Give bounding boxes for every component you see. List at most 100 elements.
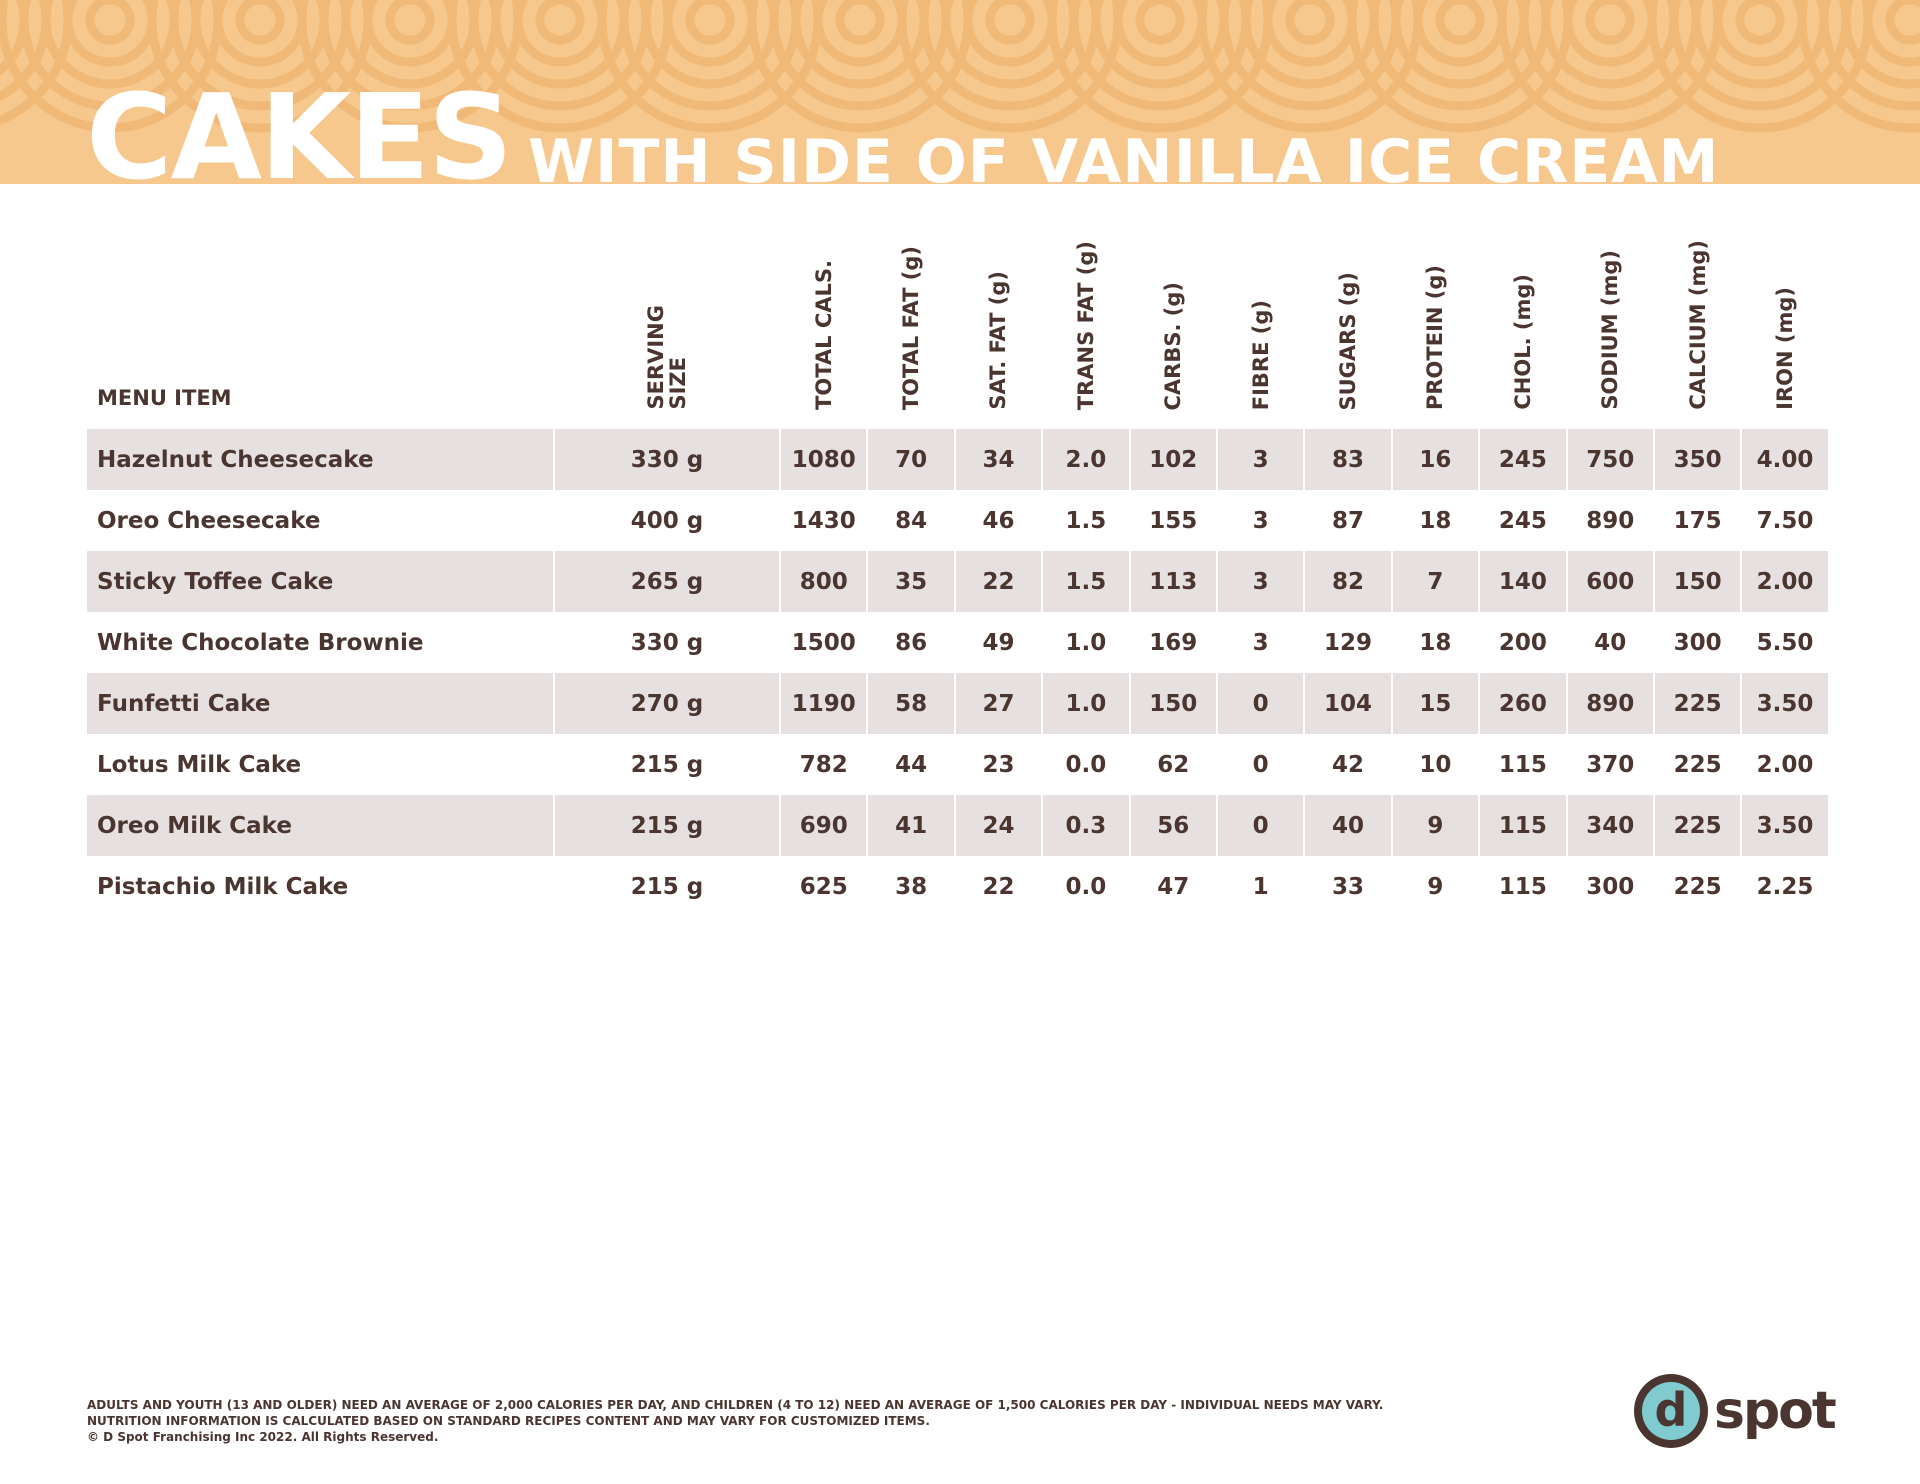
cell: 215 g: [630, 873, 704, 900]
table-row: Funfetti Cake 270 g 1190 58 27 1.0 150 0 104 15 26…: [87, 673, 1828, 734]
title: CAKES: [86, 68, 513, 206]
cell: 150: [1654, 551, 1741, 612]
cell: 56: [1130, 795, 1216, 856]
column-header-text: CALCIUM (mg): [1685, 240, 1710, 410]
cell: 600: [1567, 551, 1653, 612]
cell: 34: [955, 429, 1042, 490]
cell: 2.25: [1756, 873, 1814, 900]
column-header: SERVING SIZE: [555, 220, 779, 416]
cell: 300: [1673, 629, 1722, 656]
cell: 40: [1305, 795, 1391, 856]
column-header: TRANS FAT (g): [1043, 220, 1128, 416]
column-header-text: CHOL. (mg): [1510, 274, 1535, 410]
menu-item: Lotus Milk Cake: [97, 751, 302, 778]
cell: 3: [1252, 629, 1269, 656]
cell: 5.50: [1756, 629, 1814, 656]
cell: 1: [1252, 873, 1269, 900]
column-header-text: FIBRE (g): [1248, 299, 1273, 410]
column-header-text: CARBS. (g): [1161, 281, 1186, 410]
footer: ADULTS AND YOUTH (13 AND OLDER) NEED AN …: [87, 1397, 1383, 1445]
cell: 265 g: [555, 551, 779, 612]
cell: 22: [955, 551, 1042, 612]
cell: 44: [895, 751, 928, 778]
cell: 225: [1654, 795, 1741, 856]
cell: 1080: [781, 429, 867, 490]
cell: 245: [1480, 429, 1566, 490]
cell: 10: [1419, 751, 1452, 778]
menu-item: White Chocolate Brownie: [97, 629, 424, 656]
column-header: TOTAL CALS.: [781, 220, 866, 416]
header-band: [0, 0, 1920, 184]
cell: 113: [1130, 551, 1216, 612]
cell: 115: [1480, 795, 1566, 856]
cell: 40: [1594, 629, 1627, 656]
column-header: CHOL. (mg): [1480, 220, 1565, 416]
cell: 2.00: [1756, 751, 1814, 778]
column-header-text: PROTEIN (g): [1423, 264, 1448, 410]
cell: 35: [868, 551, 954, 612]
cell: 400 g: [630, 507, 704, 534]
cell: 27: [955, 673, 1042, 734]
cell: 1430: [791, 507, 856, 534]
cell: 890: [1586, 507, 1635, 534]
cell: 3.50: [1742, 795, 1828, 856]
cell: 0.0: [1065, 873, 1107, 900]
cell: 23: [982, 751, 1015, 778]
cell: 225: [1673, 751, 1722, 778]
cell: 46: [982, 507, 1015, 534]
cell: 22: [982, 873, 1015, 900]
cell: 82: [1305, 551, 1391, 612]
column-header: SAT. FAT (g): [956, 220, 1041, 416]
cell: 49: [982, 629, 1015, 656]
cell: 15: [1392, 673, 1479, 734]
cell: 2.0: [1043, 429, 1129, 490]
spacer: [87, 416, 1828, 429]
cell: 1500: [791, 629, 856, 656]
cell: 115: [1498, 751, 1547, 778]
footer-line: NUTRITION INFORMATION IS CALCULATED BASE…: [87, 1414, 930, 1428]
cell: 1.5: [1065, 507, 1107, 534]
cell: 102: [1130, 429, 1216, 490]
cell: 3: [1252, 507, 1269, 534]
cell: 175: [1673, 507, 1722, 534]
cell: 690: [781, 795, 867, 856]
cell: 330 g: [555, 429, 779, 490]
logo-word: spot: [1714, 1381, 1836, 1441]
cell: 33: [1332, 873, 1365, 900]
cell: 7: [1392, 551, 1479, 612]
cell: 340: [1567, 795, 1653, 856]
cell: 350: [1654, 429, 1741, 490]
column-header-text: SAT. FAT (g): [986, 271, 1011, 410]
column-header: FIBRE (g): [1218, 220, 1303, 416]
column-header-text: TRANS FAT (g): [1073, 240, 1098, 410]
cell: 0: [1217, 673, 1304, 734]
column-header: TOTAL FAT (g): [868, 220, 953, 416]
column-header-text: MENU ITEM: [97, 386, 232, 410]
column-header: SODIUM (mg): [1568, 220, 1653, 416]
cell: 16: [1392, 429, 1479, 490]
cell: 800: [781, 551, 867, 612]
table-row: Oreo Milk Cake 215 g 690 41 24 0.3 56 0 40 9 115 34…: [87, 795, 1828, 856]
header-cover: [0, 184, 1920, 244]
subtitle: WITH SIDE OF VANILLA ICE CREAM: [528, 127, 1720, 197]
cell: 84: [895, 507, 928, 534]
cell: 225: [1654, 673, 1741, 734]
column-header: IRON (mg): [1742, 220, 1827, 416]
column-header: PROTEIN (g): [1393, 220, 1478, 416]
nutrition-table: MENU ITEM SERVING SIZE TOTAL CALS. TOTAL FA…: [85, 220, 1830, 917]
cell: 245: [1498, 507, 1547, 534]
cell: 18: [1419, 629, 1452, 656]
footer-line: ADULTS AND YOUTH (13 AND OLDER) NEED AN …: [87, 1398, 1384, 1412]
cell: 3.50: [1742, 673, 1828, 734]
column-header: CALCIUM (mg): [1655, 220, 1740, 416]
cell: 300: [1586, 873, 1635, 900]
cell: 24: [955, 795, 1042, 856]
cell: 260: [1480, 673, 1566, 734]
cell: 9: [1392, 795, 1479, 856]
column-header: CARBS. (g): [1131, 220, 1216, 416]
cell: 1.0: [1043, 673, 1129, 734]
cell: 270 g: [555, 673, 779, 734]
cell: 58: [868, 673, 954, 734]
cell: 115: [1498, 873, 1547, 900]
cell: 9: [1427, 873, 1444, 900]
